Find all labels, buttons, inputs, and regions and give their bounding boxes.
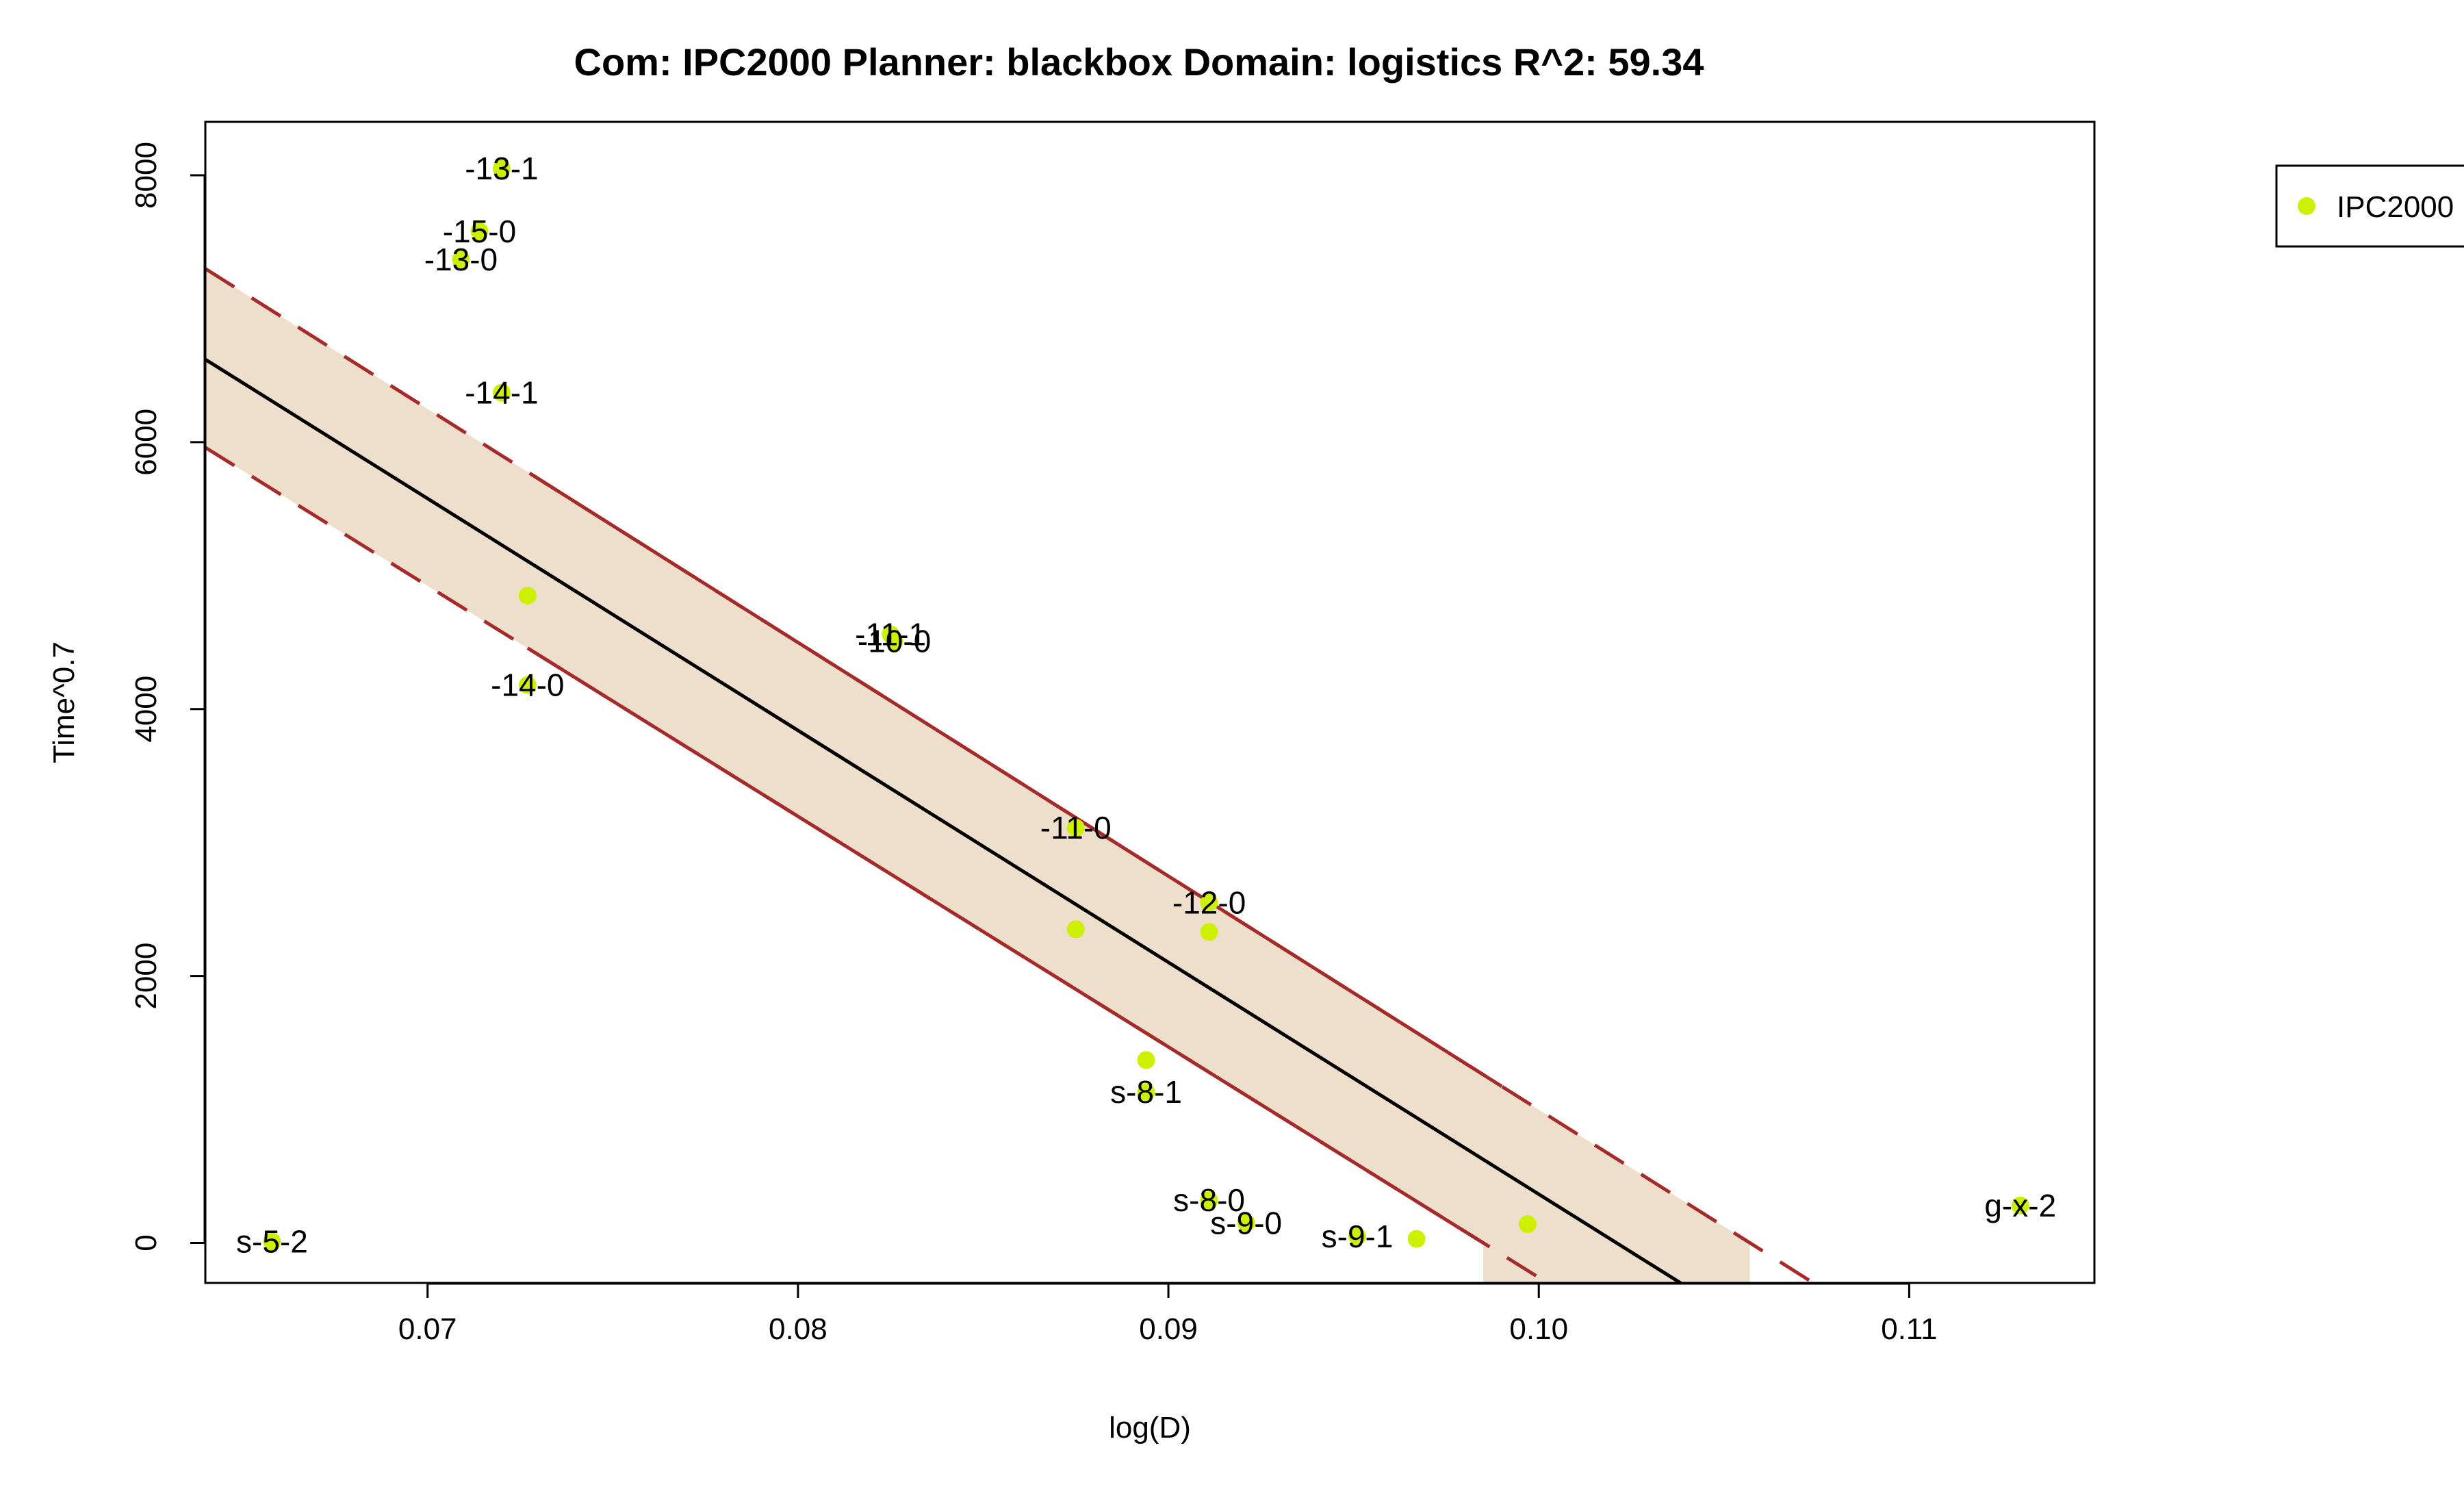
point-label: -13-0 (424, 242, 498, 277)
point-label: s-5-2 (236, 1224, 308, 1260)
point-label: -14-0 (491, 667, 564, 703)
x-tick-label: 0.08 (769, 1312, 827, 1346)
points-group (263, 160, 2029, 1251)
data-point (1200, 923, 1218, 941)
y-axis-label: Time^0.7 (47, 641, 81, 763)
data-point (1200, 1191, 1218, 1210)
point-label: -14-1 (465, 375, 538, 411)
point-label: -13-1 (465, 151, 538, 186)
chart-title: Com: IPC2000 Planner: blackbox Domain: l… (574, 40, 1704, 84)
y-tick-label: 2000 (129, 943, 163, 1010)
data-point (518, 587, 537, 605)
data-point (1519, 1215, 1537, 1234)
point-label: s-8-1 (1110, 1074, 1182, 1110)
legend-label: IPC2000 (2337, 190, 2454, 224)
data-point (885, 632, 903, 650)
x-tick-label: 0.11 (1881, 1312, 1937, 1346)
x-tick-label: 0.10 (1509, 1312, 1568, 1346)
x-tick-label: 0.09 (1139, 1312, 1198, 1346)
band-upper-solid (530, 472, 1503, 1088)
x-tick-label: 0.07 (398, 1312, 457, 1346)
point-label: g-x-2 (1984, 1188, 2056, 1223)
point-labels-group: -13-1 -15-0-13-0 -14-1 -14-0 -11-1-10-0 -11-0… (236, 151, 2056, 1259)
data-point (1407, 1230, 1426, 1248)
data-point (1137, 1051, 1155, 1069)
point-label: s-9-1 (1322, 1219, 1394, 1254)
y-tick-label: 8000 (129, 142, 163, 209)
y-tick-label: 0 (129, 1234, 163, 1251)
y-tick-label: 6000 (129, 409, 163, 476)
data-point (1348, 1227, 1367, 1245)
data-point (492, 383, 511, 402)
fit-line-group (205, 357, 1684, 1283)
point-label: -15-0 (443, 214, 516, 249)
data-point (518, 676, 537, 694)
x-axis-label: log(D) (1109, 1411, 1191, 1445)
point-label: s-8-0 (1173, 1182, 1245, 1218)
band-lower-solid (526, 646, 1485, 1245)
fit-line (205, 357, 1684, 1283)
confidence-band (205, 267, 1817, 1283)
data-point (492, 160, 511, 178)
point-label: -10-0 (858, 623, 931, 659)
data-point (1237, 1214, 1255, 1232)
data-point (1066, 819, 1085, 837)
legend: IPC2000 (2275, 164, 2464, 248)
data-point (1200, 893, 1218, 912)
y-axis: 0 2000 4000 6000 8000 (129, 142, 206, 1251)
point-label: s-9-0 (1210, 1205, 1282, 1240)
point-label: -11-1 (855, 617, 926, 652)
band-fill (205, 268, 1750, 1283)
data-point (1137, 1083, 1155, 1102)
data-point (452, 250, 470, 268)
point-label: -12-0 (1172, 885, 1246, 920)
x-axis: 0.07 0.08 0.09 0.10 0.11 (398, 1282, 1938, 1346)
data-point (263, 1232, 281, 1251)
y-tick-label: 4000 (129, 676, 163, 743)
data-point (2011, 1196, 2029, 1214)
data-point (1066, 920, 1085, 939)
data-point (470, 222, 489, 240)
legend-marker (2298, 197, 2315, 215)
point-label: -11-0 (1040, 810, 1112, 845)
